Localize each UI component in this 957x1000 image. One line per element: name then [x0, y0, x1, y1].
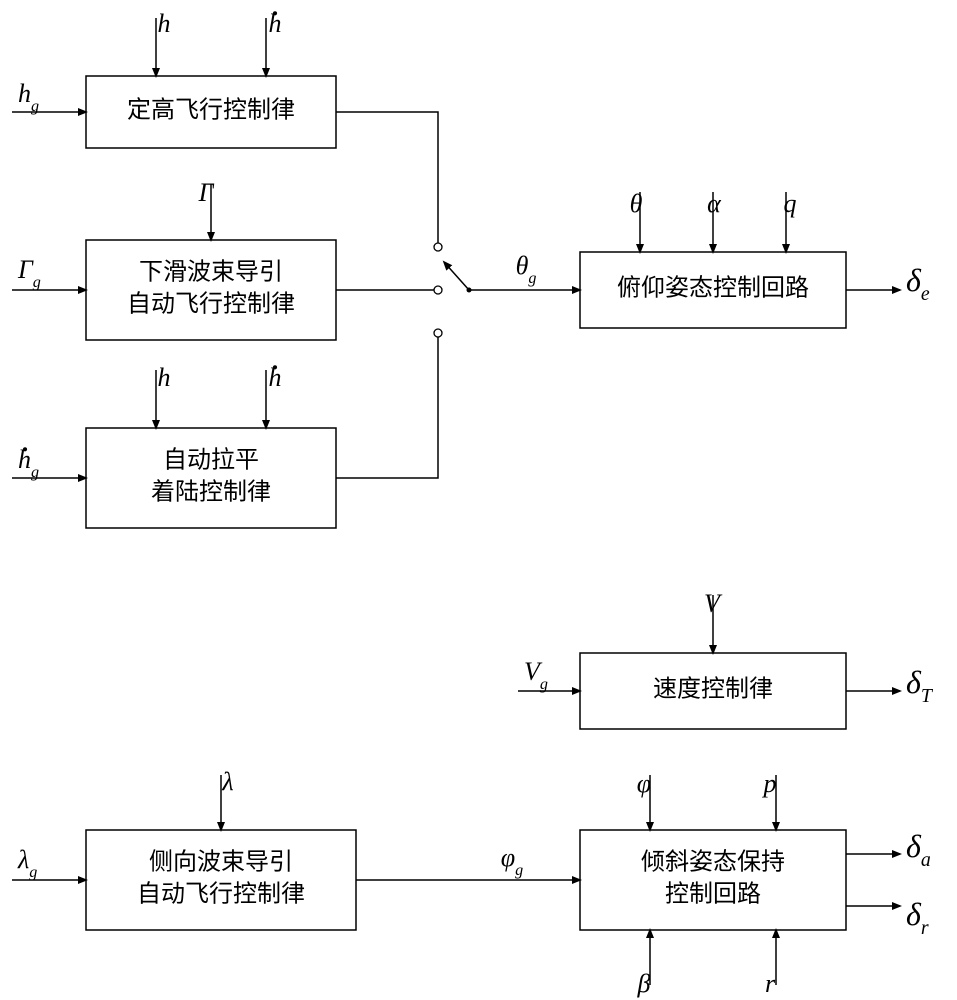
signal-thetag: θg — [516, 251, 537, 287]
signal-phi: φ — [637, 769, 651, 798]
signal-hdot_top3-dot — [273, 365, 277, 369]
switch-arm — [444, 262, 469, 290]
signal-hg: hg — [18, 79, 39, 115]
block-b5-label-0: 速度控制律 — [653, 676, 773, 703]
signal-h_top1: h — [158, 9, 171, 38]
block-b6-label-1: 自动飞行控制律 — [137, 881, 305, 908]
block-b2 — [86, 240, 336, 340]
signal-alpha: α — [707, 189, 722, 218]
block-b7 — [580, 830, 846, 930]
block-b6 — [86, 830, 356, 930]
signal-beta: β — [637, 969, 651, 998]
signal-r: r — [765, 969, 776, 998]
b3-out — [336, 337, 438, 478]
signal-hdot_top1-dot — [273, 11, 277, 15]
signal-lambda: λ — [221, 767, 233, 796]
signal-dT: δT — [906, 664, 934, 706]
signal-Gammag: Γg — [17, 255, 41, 291]
signal-da: δa — [906, 828, 931, 870]
signal-h_top3: h — [158, 363, 171, 392]
block-b3-label-0: 自动拉平 — [163, 446, 259, 473]
block-b7-label-0: 倾斜姿态保持 — [641, 848, 785, 875]
block-b4-label-0: 俯仰姿态控制回路 — [617, 275, 809, 302]
switch-terminal-1 — [434, 286, 442, 294]
signal-V: V — [704, 589, 723, 618]
switch-terminal-2 — [434, 329, 442, 337]
block-b6-label-0: 侧向波束导引 — [149, 848, 293, 875]
switch-terminal-0 — [434, 243, 442, 251]
signal-Vg: Vg — [524, 657, 548, 693]
signal-phig: φg — [501, 843, 523, 879]
block-b1-label-0: 定高飞行控制律 — [127, 97, 295, 124]
signal-Gamma: Γ — [198, 178, 215, 207]
signal-hdotg-dot — [23, 447, 27, 451]
signal-de: δe — [906, 262, 930, 304]
signal-theta: θ — [630, 189, 643, 218]
block-b3 — [86, 428, 336, 528]
signal-q: q — [784, 189, 797, 218]
block-b2-label-1: 自动飞行控制律 — [127, 291, 295, 318]
signal-dr: δr — [906, 896, 929, 938]
signal-p: p — [762, 769, 777, 798]
block-b2-label-0: 下滑波束导引 — [139, 258, 283, 285]
signal-hdotg: hg — [18, 445, 39, 481]
b1-out — [336, 112, 438, 243]
signal-lambdag: λg — [17, 845, 37, 881]
block-b3-label-1: 着陆控制律 — [151, 479, 271, 506]
block-b7-label-1: 控制回路 — [665, 881, 761, 908]
